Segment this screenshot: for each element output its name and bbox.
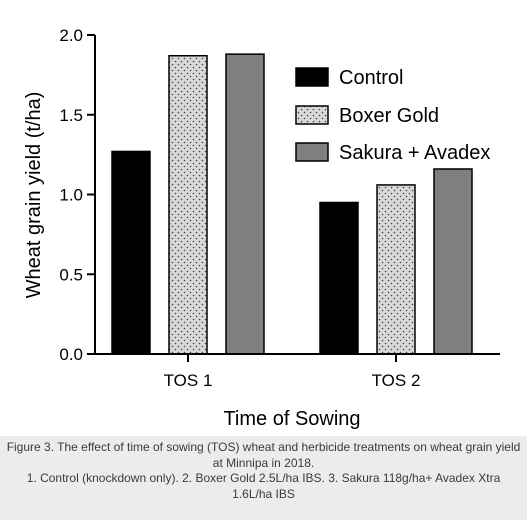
- legend-swatch-boxer-gold: [295, 105, 329, 125]
- bars: [111, 53, 473, 355]
- y-axis-title: Wheat grain yield (t/ha): [23, 92, 45, 299]
- legend-label-boxer-gold: Boxer Gold: [339, 105, 439, 127]
- y-tick-label: 2.0: [59, 26, 83, 45]
- y-tick-label: 0.0: [59, 345, 83, 364]
- x-tick-label: TOS 1: [164, 371, 213, 390]
- bar-boxer-gold-tos-2: [376, 184, 416, 355]
- axes: 0.0 0.5 1.0 1.5 2.0 TOS 1 TOS 2: [59, 26, 500, 390]
- legend: Control Boxer Gold Sakura + Avadex: [295, 67, 490, 164]
- y-tick-label: 1.0: [59, 186, 83, 205]
- chart: 0.0 0.5 1.0 1.5 2.0 TOS 1 TOS 2 Control Boxer G…: [23, 26, 500, 430]
- legend-swatch-control: [295, 67, 329, 87]
- x-tick-label: TOS 2: [372, 371, 421, 390]
- caption-line-2: 1. Control (knockdown only). 2. Boxer Go…: [26, 471, 501, 501]
- caption-line-1: Figure 3. The effect of time of sowing (…: [6, 440, 521, 470]
- legend-swatch-sakura-avadex: [295, 142, 329, 162]
- figure-caption: Figure 3. The effect of time of sowing (…: [0, 436, 527, 520]
- x-axis-title: Time of Sowing: [223, 408, 360, 430]
- legend-label-control: Control: [339, 67, 403, 89]
- bar-sakura-avadex-tos-1: [225, 53, 265, 355]
- bar-boxer-gold-tos-1: [168, 54, 208, 355]
- legend-label-sakura-avadex: Sakura + Avadex: [339, 142, 490, 164]
- bar-sakura-avadex-tos-2: [433, 168, 473, 355]
- y-tick-label: 1.5: [59, 106, 83, 125]
- bar-control-tos-1: [111, 150, 151, 355]
- y-tick-label: 0.5: [59, 265, 83, 284]
- bar-control-tos-2: [319, 201, 359, 355]
- bar-chart-svg: 0.0 0.5 1.0 1.5 2.0 TOS 1 TOS 2 Control Boxer G…: [23, 26, 500, 430]
